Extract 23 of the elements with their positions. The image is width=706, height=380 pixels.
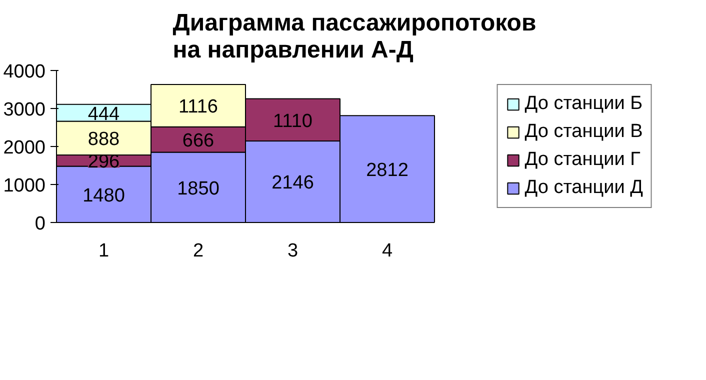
data-label: 666: [182, 130, 214, 152]
legend-label: До станции Б: [524, 93, 643, 115]
legend-label: До станции Г: [524, 149, 640, 171]
data-label: 2812: [366, 160, 408, 182]
data-label: 888: [88, 129, 120, 150]
data-label: 1110: [273, 110, 312, 132]
data-label: 1850: [177, 178, 220, 200]
y-tick-label: 4000: [3, 62, 46, 82]
chart-title: Диаграмма пассажиропотоков на направлении А-Д: [172, 10, 536, 64]
y-tick-label: 2000: [3, 138, 46, 158]
data-label: 2146: [272, 172, 314, 194]
data-label: 444: [88, 104, 120, 125]
x-tick-label: 4: [382, 240, 393, 262]
y-tick-label: 0: [34, 214, 46, 234]
data-label: 1480: [82, 185, 125, 206]
data-label: 1116: [178, 96, 218, 118]
x-tick-label: 2: [192, 240, 204, 262]
legend-label: До станции В: [524, 121, 643, 143]
y-tick-label: 1000: [3, 176, 46, 196]
legend-label: До станции Д: [524, 177, 643, 199]
x-tick-label: 3: [287, 240, 298, 262]
x-tick-label: 1: [98, 240, 110, 262]
y-tick-label: 3000: [3, 100, 46, 120]
